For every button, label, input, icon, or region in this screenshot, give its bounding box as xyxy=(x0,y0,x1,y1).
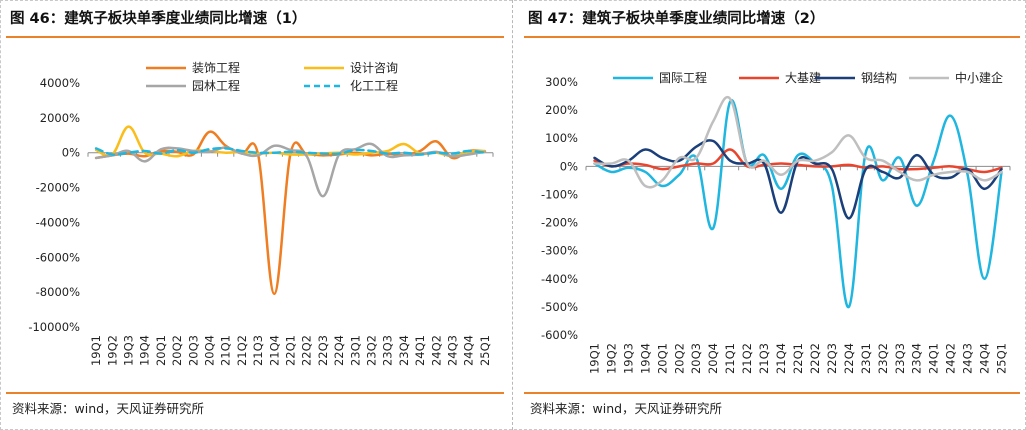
legend-label: 园林工程 xyxy=(192,78,240,93)
left-chart-panel: 图 46：建筑子板块单季度业绩同比增速（1） 4000% 2000% 0% -2000… xyxy=(0,0,510,430)
y-tick-label: 4000% xyxy=(40,76,80,90)
x-tick-label: 19Q1 xyxy=(587,343,601,374)
legend-label: 中小建企 xyxy=(955,70,1003,85)
x-tick-label: 24Q4 xyxy=(462,335,476,366)
x-tick-label: 23Q3 xyxy=(381,335,395,366)
x-tick-label: 22Q2 xyxy=(300,335,314,366)
x-tick-label: 20Q2 xyxy=(170,335,184,366)
footer-rule xyxy=(524,392,1020,394)
x-tick-label: 22Q3 xyxy=(825,343,839,374)
x-tick-label: 24Q3 xyxy=(446,335,460,366)
x-tick-label: 20Q2 xyxy=(672,343,686,374)
x-tick-label: 25Q1 xyxy=(995,343,1009,374)
x-tick-label: 19Q3 xyxy=(621,343,635,374)
legend-label: 大基建 xyxy=(785,71,821,85)
x-tick-label: 22Q4 xyxy=(842,343,856,374)
y-tick-label: 0% xyxy=(560,159,578,173)
y-tick-label: -500% xyxy=(541,300,578,314)
x-tick-label: 20Q3 xyxy=(186,335,200,366)
x-tick-label: 23Q1 xyxy=(348,335,362,366)
right-line-chart: 300% 200% 100% 0% -100% -200% -300% -400% -500% -… xyxy=(541,70,1011,374)
x-tick-label: 23Q4 xyxy=(910,343,924,374)
series-line xyxy=(593,99,1003,309)
x-tick-label: 22Q3 xyxy=(316,335,330,366)
x-tick-label: 24Q1 xyxy=(413,335,427,366)
x-tick-label: 21Q2 xyxy=(740,343,754,374)
right-chart-panel: 图 47：建筑子板块单季度业绩同比增速（2） 300% 200% 100% 0% -10… xyxy=(518,0,1026,430)
x-tick-label: 23Q3 xyxy=(893,343,907,374)
title-rule xyxy=(524,36,1020,38)
x-tick-label: 19Q4 xyxy=(138,335,152,366)
series-line xyxy=(94,146,487,156)
x-tick-label: 20Q3 xyxy=(689,343,703,374)
source-note: 资料来源：wind，天风证券研究所 xyxy=(530,401,723,416)
x-tick-label: 24Q1 xyxy=(927,343,941,374)
x-tick-label: 19Q4 xyxy=(638,343,652,374)
x-tick-label: 21Q2 xyxy=(235,335,249,366)
series-line xyxy=(94,130,487,296)
x-tick-label: 20Q1 xyxy=(655,343,669,374)
x-tick-label: 21Q1 xyxy=(723,343,737,374)
title-rule xyxy=(6,36,504,38)
y-tick-label: -10000% xyxy=(28,320,80,334)
y-tick-label: -400% xyxy=(541,272,578,286)
legend-label: 设计咨询 xyxy=(350,60,398,75)
x-tick-label: 20Q1 xyxy=(154,335,168,366)
legend-label: 国际工程 xyxy=(659,70,707,85)
x-tick-label: 21Q4 xyxy=(267,335,281,366)
x-tick-label: 22Q1 xyxy=(791,343,805,374)
y-tick-label: -4000% xyxy=(36,215,80,229)
x-tick-label: 24Q4 xyxy=(978,343,992,374)
y-tick-label: -100% xyxy=(541,187,578,201)
x-tick-label: 21Q4 xyxy=(774,343,788,374)
y-tick-label: 300% xyxy=(545,75,578,89)
left-line-chart: 4000% 2000% 0% -2000% -4000% -6000% -8000% -100… xyxy=(28,60,494,366)
panel-divider xyxy=(512,0,513,430)
y-tick-label: 100% xyxy=(545,131,578,145)
y-tick-label: -2000% xyxy=(36,181,80,195)
legend-label: 装饰工程 xyxy=(192,60,240,75)
y-tick-label: 2000% xyxy=(40,111,80,125)
y-tick-label: 0% xyxy=(62,146,80,160)
y-tick-label: -600% xyxy=(541,328,578,342)
x-tick-label: 23Q2 xyxy=(365,335,379,366)
x-tick-label: 21Q1 xyxy=(219,335,233,366)
x-tick-label: 22Q2 xyxy=(808,343,822,374)
x-tick-label: 21Q3 xyxy=(757,343,771,374)
y-tick-label: 200% xyxy=(545,103,578,117)
footer-rule xyxy=(6,392,504,394)
chart-title: 图 47：建筑子板块单季度业绩同比增速（2） xyxy=(528,11,825,27)
x-tick-label: 24Q2 xyxy=(944,343,958,374)
legend-label: 化工工程 xyxy=(350,78,398,93)
x-tick-label: 19Q2 xyxy=(105,335,119,366)
x-tick-label: 19Q2 xyxy=(604,343,618,374)
legend-label: 钢结构 xyxy=(861,70,897,85)
x-tick-label: 24Q2 xyxy=(429,335,443,366)
x-tick-label: 23Q2 xyxy=(876,343,890,374)
x-tick-label: 20Q4 xyxy=(203,335,217,366)
x-tick-label: 21Q3 xyxy=(251,335,265,366)
source-note: 资料来源：wind，天风证券研究所 xyxy=(12,401,205,416)
x-tick-label: 20Q4 xyxy=(706,343,720,374)
y-tick-label: -8000% xyxy=(36,285,80,299)
x-tick-label: 23Q4 xyxy=(397,335,411,366)
y-tick-label: -6000% xyxy=(36,250,80,264)
x-tick-label: 19Q3 xyxy=(122,335,136,366)
y-tick-label: -300% xyxy=(541,244,578,258)
chart-title: 图 46：建筑子板块单季度业绩同比增速（1） xyxy=(10,11,307,27)
x-tick-label: 22Q4 xyxy=(332,335,346,366)
series-line xyxy=(593,95,1003,189)
series-line xyxy=(593,148,1003,174)
x-tick-label: 23Q1 xyxy=(859,343,873,374)
x-tick-label: 22Q1 xyxy=(284,335,298,366)
x-tick-label: 24Q3 xyxy=(961,343,975,374)
x-tick-label: 19Q1 xyxy=(89,335,103,366)
series-line xyxy=(593,139,1003,220)
x-tick-label: 25Q1 xyxy=(478,335,492,366)
y-tick-label: -200% xyxy=(541,216,578,230)
